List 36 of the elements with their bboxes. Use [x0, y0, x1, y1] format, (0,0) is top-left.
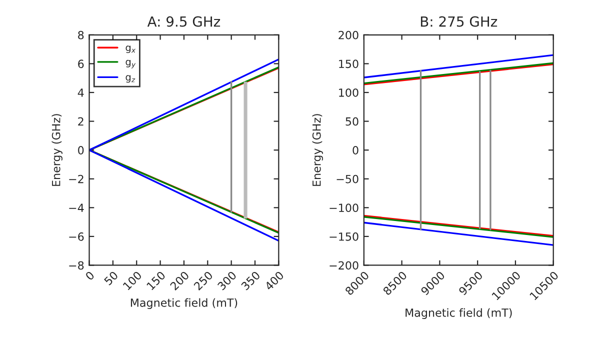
y-tick-label: 100: [339, 88, 358, 97]
x-axis-title: Magnetic field (mT): [406, 308, 512, 320]
x-axis-title: Magnetic field (mT): [130, 298, 238, 310]
x-tick-label: 350: [240, 270, 261, 291]
x-tick-label: 400: [264, 270, 284, 291]
y-axis-title: Energy (GHz): [312, 114, 323, 186]
y-tick-label: −100: [330, 204, 358, 212]
x-tick-label: 50: [104, 270, 118, 286]
y-tick-label: −4: [69, 204, 84, 212]
y-tick-label: −150: [330, 232, 358, 241]
x-tick-label: 100: [122, 270, 142, 290]
y-tick-label: 150: [339, 60, 358, 68]
y-tick-label: 2: [78, 117, 84, 126]
y-tick-label: −8: [69, 261, 84, 270]
x-tick-label: 250: [193, 270, 214, 291]
y-tick-label: −2: [69, 174, 84, 184]
y-tick-label: 50: [346, 117, 358, 126]
y-tick-label: −6: [69, 232, 84, 241]
legend-label: g$_{x}$: [126, 46, 136, 54]
y-tick-label: −200: [330, 261, 358, 270]
y-tick-label: 8: [78, 30, 84, 40]
legend-label: g$_{y}$: [126, 60, 136, 68]
x-tick-label: 0: [84, 270, 95, 281]
chart-title: A: 9.5 GHz: [147, 16, 220, 27]
legend-label: g$_{z}$: [126, 75, 136, 83]
y-tick-label: 4: [78, 88, 84, 97]
y-axis-title: Energy (GHz): [52, 114, 62, 186]
y-tick-label: 200: [338, 30, 358, 40]
y-tick-label: 6: [78, 60, 84, 68]
x-tick-label: 150: [146, 270, 166, 290]
x-tick-label: 300: [217, 270, 237, 291]
x-tick-label: 200: [170, 270, 190, 291]
y-tick-label: 0: [352, 146, 358, 154]
chart-title: B: 275 GHz: [420, 16, 498, 27]
y-tick-label: 0: [78, 146, 84, 154]
y-tick-label: −50: [336, 174, 358, 184]
